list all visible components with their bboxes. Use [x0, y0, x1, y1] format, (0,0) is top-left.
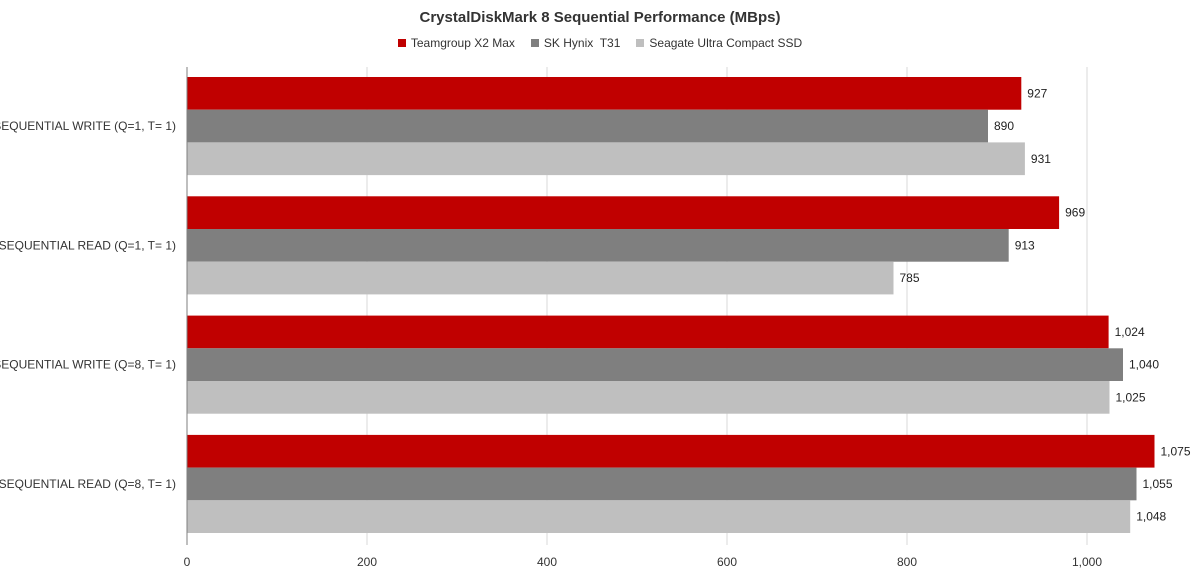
x-tick-label: 200 [357, 555, 377, 569]
bar [187, 196, 1060, 229]
legend-swatch-series-2 [636, 39, 645, 47]
legend: Teamgroup X2 Max SK Hynix T31 Seagate Ul… [0, 36, 1200, 50]
data-label: 890 [994, 119, 1014, 133]
x-tick-label: 400 [537, 555, 557, 569]
legend-label-series-2: Seagate Ultra Compact SSD [649, 36, 803, 50]
category-label: SEQUENTIAL READ (Q=1, T= 1) [0, 238, 176, 252]
bar [187, 229, 1009, 262]
legend-item-series-2: Seagate Ultra Compact SSD [636, 36, 802, 50]
data-label: 1,040 [1129, 358, 1159, 372]
bar [187, 500, 1131, 533]
bar [187, 467, 1137, 501]
bar [187, 142, 1025, 176]
legend-swatch-series-0 [397, 39, 406, 47]
category-label: SEQUENTIAL WRITE (Q=1, T= 1) [0, 119, 176, 133]
bar [187, 109, 988, 143]
data-label: 785 [900, 271, 920, 285]
bar [187, 348, 1123, 381]
data-label: 1,055 [1143, 477, 1173, 491]
data-label: 913 [1015, 238, 1035, 252]
data-label: 969 [1065, 206, 1085, 220]
x-tick-label: 0 [184, 555, 191, 569]
bar [187, 261, 894, 295]
bar [187, 315, 1109, 349]
chart-title: CrystalDiskMark 8 Sequential Performance… [419, 9, 781, 26]
data-label: 1,075 [1161, 444, 1191, 458]
data-label: 931 [1031, 152, 1051, 166]
x-tick-label: 800 [897, 555, 917, 569]
legend-label-series-0: Teamgroup X2 Max [410, 36, 515, 50]
data-label: 1,025 [1116, 390, 1146, 404]
bar [187, 434, 1155, 468]
data-label: 927 [1027, 86, 1047, 100]
x-tick-label: 1,000 [1072, 555, 1102, 569]
bar [187, 77, 1022, 110]
legend-swatch-series-1 [530, 39, 539, 47]
data-label: 1,024 [1115, 325, 1145, 339]
x-tick-label: 600 [717, 555, 737, 569]
legend-label-series-1: SK Hynix T31 [543, 36, 621, 50]
legend-item-series-0: Teamgroup X2 Max [397, 36, 515, 50]
bar [187, 381, 1110, 414]
category-label: SEQUENTIAL READ (Q=8, T= 1) [0, 477, 176, 491]
data-label: 1,048 [1136, 510, 1166, 524]
legend-item-series-1: SK Hynix T31 [530, 36, 621, 50]
category-label: SEQUENTIAL WRITE (Q=8, T= 1) [0, 358, 176, 372]
